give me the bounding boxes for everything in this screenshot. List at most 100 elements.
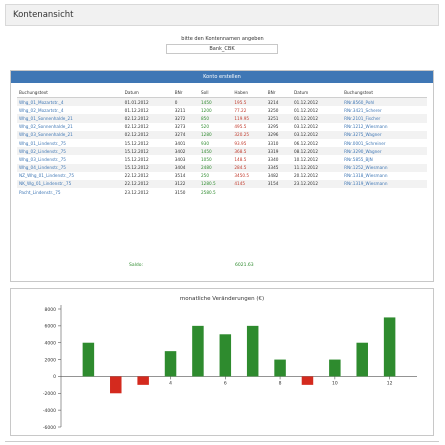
column-header: BNr (172, 87, 199, 98)
page-title: Kontenansicht (13, 10, 74, 20)
y-tick-label: 6000 (45, 324, 57, 330)
table-row[interactable]: NZ_Whg_01_Lindenstr._75 22.12.2012 3514 250… (17, 172, 427, 180)
table-cell: RNr.0001_Schreiner (344, 140, 386, 146)
table-cell: 284.5 (232, 163, 266, 172)
column-header: Datum (292, 87, 343, 98)
table-row[interactable]: Whg_04_Lindenstr._75 15.12.2012 3404 2480 28… (17, 163, 427, 172)
table-cell: 495.5 (234, 124, 247, 130)
table-cell: 3250 (267, 107, 279, 113)
chart-bar (356, 342, 368, 377)
table-cell: 02.12.2012 (124, 124, 149, 130)
x-tick-label: 6 (224, 380, 227, 386)
table-cell: 1050 (200, 156, 212, 162)
chart-bar (219, 334, 232, 377)
table-cell: RNr.2101_Fischer (342, 114, 427, 123)
table-cell: 250 (200, 173, 209, 179)
column-header: Soll (198, 87, 233, 98)
table-cell: 3401 (174, 140, 186, 146)
table-cell: 03.12.2012 (294, 124, 318, 130)
table-cell: 3404 (172, 163, 199, 172)
table-cell: 20.12.2012 (294, 173, 318, 179)
table-row[interactable]: Whg_02_Lindenstr._75 15.12.2012 3402 1450 36… (17, 147, 427, 156)
y-tick-label: -4000 (43, 408, 56, 414)
chart-bar (274, 359, 286, 377)
table-cell: 03.12.2012 (292, 130, 343, 139)
table-cell: RNr.3421_Scherer (344, 107, 382, 113)
table-cell: 1280.5 (198, 179, 233, 189)
saldo-label: Saldo: (129, 263, 143, 268)
table-cell: Whg_03_Lindenstr._75 (19, 156, 66, 162)
table-cell: 23.12.2012 (124, 189, 149, 195)
table-cell: 119.95 (232, 114, 266, 123)
table-cell: 2480 (198, 163, 233, 172)
chart-bar (110, 376, 122, 394)
table-cell: 01.01.2012 (122, 97, 173, 107)
table-cell: RNr.5855_BJN (344, 156, 373, 162)
page-header: Kontenansicht (5, 4, 439, 26)
table-cell: 3296 (265, 130, 293, 139)
table-cell: 3482 (267, 173, 279, 179)
table-row[interactable]: Whg_01_Lindenstr._75 15.12.2012 3401 930 93.… (17, 139, 427, 147)
table-cell: 3274 (172, 130, 199, 139)
table-cell: 3295 (267, 124, 279, 130)
table-cell: 22.12.2012 (124, 173, 149, 179)
monthly-change-chart-panel: monatliche Veränderungen (€) 8000 6000 4000… (10, 288, 434, 436)
column-header: Buchungstext (17, 87, 123, 98)
table-cell: 0 (172, 97, 199, 107)
table-row[interactable]: NK_Wg_01_Lindenstr._75 22.12.2012 3122 1280… (17, 179, 427, 189)
table-cell (342, 188, 427, 196)
account-name-input[interactable]: Bank_CBK (166, 44, 278, 54)
column-header: Datum (122, 87, 173, 98)
table-cell: 3345 (265, 163, 293, 172)
y-tick-label: 8000 (45, 307, 57, 313)
table-cell: 2580.5 (200, 189, 216, 195)
create-account-button[interactable]: Konto erstellen (11, 71, 433, 83)
table-cell (292, 188, 342, 196)
monthly-change-chart: monatliche Veränderungen (€) 8000 6000 4000… (43, 296, 417, 431)
table-cell: 3403 (174, 156, 186, 162)
table-cell: RNr.1252_Wiesmann (342, 163, 427, 172)
table-cell: 3514 (174, 173, 186, 179)
column-header: Haben (232, 87, 266, 98)
table-row[interactable]: Whg_02_Sonnenhalde_21 02.12.2012 3273 520 49… (17, 123, 427, 131)
table-cell: 4145 (232, 179, 266, 189)
table-cell: 320.25 (232, 130, 266, 139)
chart-bar (329, 359, 341, 377)
table-cell: 01.12.2012 (294, 107, 318, 113)
table-cell: 3273 (174, 124, 186, 130)
table-row[interactable]: Whg_03_Lindenstr._75 15.12.2012 3403 1050 14… (17, 155, 427, 163)
table-cell: 3211 (174, 107, 186, 113)
table-cell: 15.12.2012 (122, 147, 173, 156)
table-cell: 22.12.2012 (122, 179, 173, 189)
x-tick-label: 8 (279, 380, 282, 386)
table-cell: 3150 (174, 189, 186, 195)
table-cell: Whg_02_Mozartstr._4 (19, 107, 64, 113)
bookings-panel: Konto erstellen Buchungstext Datum BNr Soll… (10, 70, 434, 282)
table-row[interactable]: Pacht_Lindenstr._75 23.12.2012 3150 2580.5 (17, 188, 427, 196)
column-header: Buchungstext (342, 87, 427, 98)
table-cell: 15.12.2012 (122, 163, 173, 172)
table-cell: 1450 (198, 97, 233, 107)
table-cell: 520 (200, 124, 209, 130)
table-cell: Whg_01_Mozartstr._4 (17, 97, 123, 107)
chart-bar (82, 342, 95, 377)
table-cell: 195.5 (232, 97, 266, 107)
table-cell: 850 (198, 114, 233, 123)
table-cell: 1200 (200, 107, 212, 113)
table-row[interactable]: Whg_03_Sonnenhalde_21 02.12.2012 3274 1280 3… (17, 130, 427, 139)
account-name-prompt: bitte den Kontennamen angeben (181, 36, 264, 42)
table-cell: 3251 (265, 114, 293, 123)
x-tick-label: 4 (169, 380, 172, 386)
y-tick-label: -2000 (43, 391, 56, 397)
chart-bar (301, 376, 314, 385)
table-cell: 02.12.2012 (122, 130, 173, 139)
table-row[interactable]: Whg_01_Sonnenhalde_21 02.12.2012 3272 850 11… (17, 114, 427, 123)
table-row[interactable]: Whg_01_Mozartstr._4 01.01.2012 0 1450 195.5 3… (17, 97, 427, 107)
table-cell: 3450.5 (234, 173, 250, 179)
table-row[interactable]: Whg_02_Mozartstr._4 01.12.2012 3211 1200 77.… (17, 106, 427, 114)
table-cell: Pacht_Lindenstr._75 (19, 189, 61, 195)
table-cell: 93.95 (234, 140, 247, 146)
table-cell: 11.12.2012 (292, 163, 343, 172)
y-tick-label: 4000 (45, 341, 57, 347)
table-cell: 15.12.2012 (124, 140, 149, 146)
